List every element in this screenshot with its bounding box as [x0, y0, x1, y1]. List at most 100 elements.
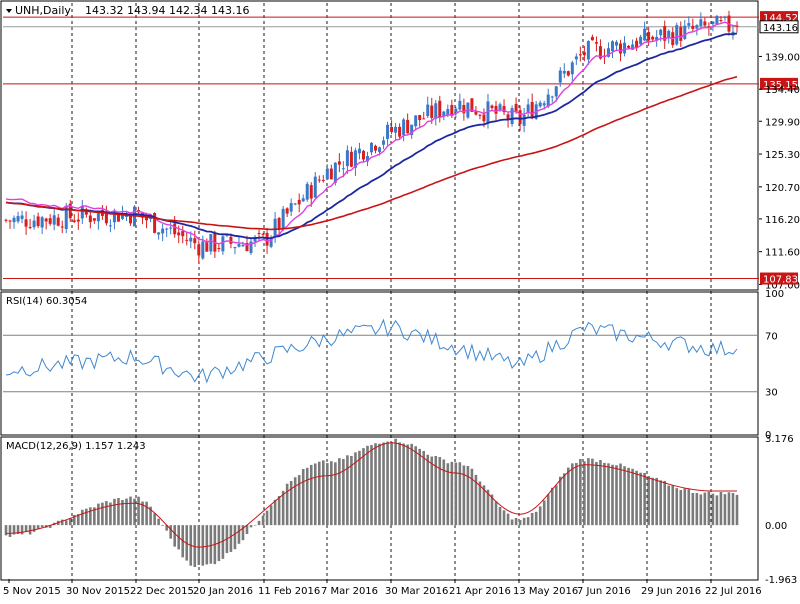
macd-histogram-bar	[414, 446, 417, 526]
candle-body	[703, 21, 707, 26]
macd-panel[interactable]	[0, 436, 759, 581]
macd-histogram-bar	[249, 525, 253, 528]
time-axis-label: 7 Mar 2016	[321, 586, 378, 597]
candle-body	[578, 54, 582, 56]
candle-body	[241, 244, 245, 247]
macd-histogram-bar	[727, 492, 731, 526]
macd-histogram-bar	[486, 489, 490, 526]
candle-body	[663, 25, 667, 41]
macd-histogram-bar	[366, 445, 369, 526]
candle-body	[96, 213, 100, 222]
macd-histogram-bar	[546, 494, 550, 526]
candle-body	[486, 101, 490, 123]
candle-body	[84, 210, 88, 215]
time-axis-label: 22 Jul 2016	[705, 586, 762, 597]
macd-histogram-bar	[85, 508, 88, 526]
macd-histogram-bar	[165, 525, 168, 531]
candle-body	[514, 103, 518, 112]
macd-histogram-bar	[655, 477, 658, 526]
macd-histogram-bar	[261, 515, 265, 526]
moving-average-line	[5, 75, 738, 231]
price-axis-label: 139.00	[765, 52, 800, 63]
candle-body	[554, 86, 558, 97]
macd-histogram-bar	[350, 455, 353, 526]
candle-body	[518, 110, 522, 125]
macd-histogram-bar	[273, 499, 277, 526]
dropdown-triangle-icon[interactable]	[6, 9, 12, 13]
candle-body	[414, 115, 418, 127]
macd-histogram-bar	[659, 480, 662, 526]
rsi-axis-label: 100	[765, 289, 784, 300]
macd-histogram-bar	[386, 441, 389, 526]
macd-histogram-bar	[113, 498, 116, 526]
candle-body	[458, 100, 462, 110]
candle-body	[245, 243, 249, 252]
macd-histogram-bar	[297, 475, 301, 526]
time-axis-label: 30 Nov 2015	[66, 586, 130, 597]
macd-histogram-bar	[699, 494, 703, 526]
price-axis-label: 107.83	[763, 275, 798, 286]
price-panel[interactable]	[0, 0, 759, 291]
macd-histogram-bar	[695, 492, 699, 526]
macd-axis-label: -1.963	[765, 575, 797, 586]
candle-body	[353, 150, 357, 168]
candle-body	[189, 237, 193, 242]
candle-body	[225, 234, 229, 236]
macd-axis-label: 0.00	[765, 521, 787, 532]
macd-histogram-bar	[149, 506, 152, 526]
candle-body	[550, 96, 554, 98]
candle-body	[651, 36, 655, 40]
candle-body	[273, 218, 277, 237]
macd-histogram-bar	[410, 443, 413, 526]
macd-histogram-bar	[390, 441, 393, 526]
macd-histogram-bar	[161, 525, 164, 526]
candle-body	[120, 213, 124, 219]
candle-body	[285, 208, 289, 214]
candle-body	[293, 203, 297, 205]
price-label-box	[760, 272, 798, 285]
macd-histogram-bar	[241, 525, 245, 541]
candle-body	[526, 104, 530, 113]
macd-histogram-bar	[370, 445, 373, 526]
rsi-panel[interactable]	[0, 291, 759, 436]
macd-histogram-bar	[711, 493, 715, 526]
macd-histogram-bar	[105, 501, 108, 526]
time-axis: 5 Nov 2015 30 Nov 2015 22 Dec 2015 20 Jan 2…	[3, 579, 762, 597]
macd-histogram-bar	[510, 519, 514, 526]
candle-body	[522, 114, 526, 126]
candle-body	[490, 105, 494, 109]
macd-histogram-bar	[301, 469, 305, 526]
symbol-title: UNH,Daily	[15, 4, 71, 17]
macd-histogram-bar	[48, 525, 52, 528]
candle-body	[253, 236, 257, 242]
macd-histogram-bar	[313, 463, 317, 526]
macd-histogram-bar	[591, 458, 594, 526]
price-axis-label: 116.20	[765, 215, 800, 226]
candle-body	[16, 216, 20, 222]
macd-histogram-bar	[619, 463, 622, 526]
candle-body	[506, 114, 510, 120]
macd-histogram-bar	[558, 476, 562, 526]
macd-histogram-bar	[418, 448, 421, 526]
moving-average-line	[5, 21, 738, 246]
price-axis-label: 111.60	[765, 248, 800, 259]
candle-body	[20, 215, 24, 219]
candle-body	[8, 220, 12, 222]
candle-body	[361, 150, 365, 160]
candle-body	[349, 151, 353, 167]
candle-body	[281, 208, 285, 229]
macd-histogram-bar	[599, 460, 602, 526]
candle-body	[217, 248, 221, 250]
price-label-box	[760, 77, 798, 90]
rsi-indicator: 100 70 30 0	[3, 289, 784, 441]
candle-body	[482, 114, 486, 122]
candle-body	[157, 232, 161, 235]
macd-histogram-bar	[675, 488, 679, 526]
macd-histogram-bar	[24, 525, 28, 532]
macd-histogram-bar	[101, 502, 104, 526]
candle-body	[631, 44, 635, 50]
candle-body	[635, 40, 639, 48]
